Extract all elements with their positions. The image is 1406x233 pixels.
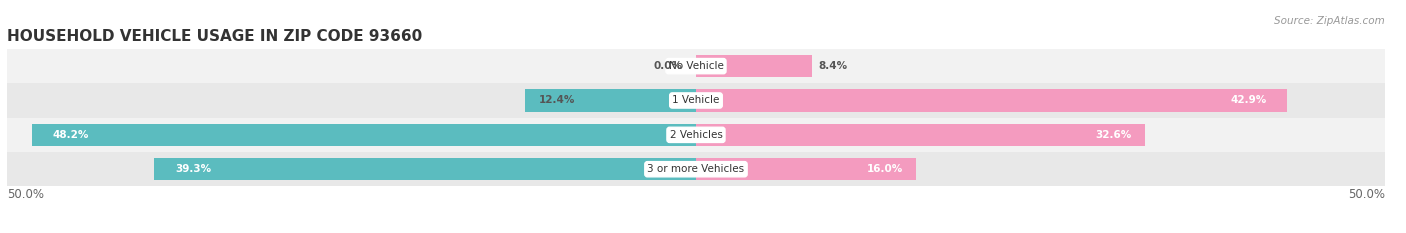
Text: 50.0%: 50.0% (1348, 188, 1385, 201)
Text: 42.9%: 42.9% (1230, 96, 1267, 106)
Bar (32, 124, 696, 146)
Text: HOUSEHOLD VEHICLE USAGE IN ZIP CODE 93660: HOUSEHOLD VEHICLE USAGE IN ZIP CODE 9366… (7, 29, 422, 44)
Text: 1 Vehicle: 1 Vehicle (672, 96, 720, 106)
Text: 32.6%: 32.6% (1095, 130, 1132, 140)
Bar (696, 158, 917, 180)
Text: 0.0%: 0.0% (654, 61, 682, 71)
Bar (524, 89, 696, 112)
Bar (7, 83, 1385, 118)
Bar (7, 118, 1385, 152)
Text: No Vehicle: No Vehicle (668, 61, 724, 71)
Text: 2 Vehicles: 2 Vehicles (669, 130, 723, 140)
Text: 50.0%: 50.0% (7, 188, 44, 201)
Text: 39.3%: 39.3% (176, 164, 211, 174)
Bar (7, 152, 1385, 186)
Text: 3 or more Vehicles: 3 or more Vehicles (647, 164, 745, 174)
Text: 48.2%: 48.2% (52, 130, 89, 140)
Text: 12.4%: 12.4% (538, 96, 575, 106)
Bar (696, 55, 811, 77)
Bar (696, 89, 1286, 112)
Bar (7, 49, 1385, 83)
Bar (696, 124, 1144, 146)
Text: 16.0%: 16.0% (866, 164, 903, 174)
Text: Source: ZipAtlas.com: Source: ZipAtlas.com (1274, 16, 1385, 26)
Bar (155, 158, 696, 180)
Text: 8.4%: 8.4% (818, 61, 848, 71)
